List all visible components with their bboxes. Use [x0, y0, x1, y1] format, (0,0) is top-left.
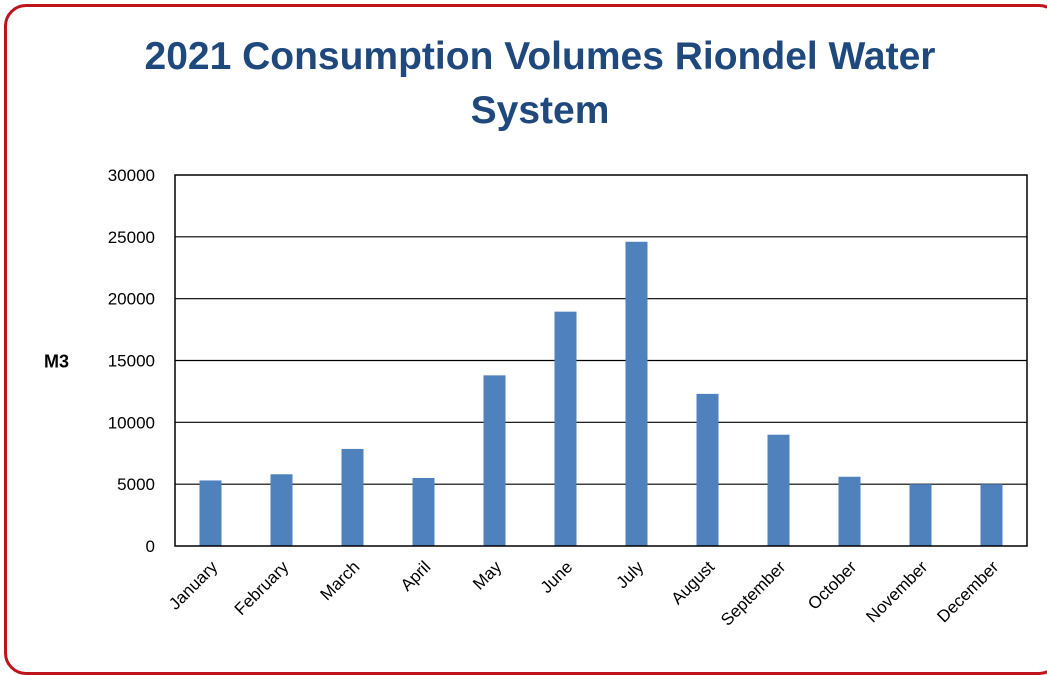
bar-april: [412, 477, 435, 546]
x-tick-label: September: [717, 557, 789, 629]
bar-may: [483, 375, 506, 546]
bar-july: [625, 241, 648, 546]
y-tick-labels: 0 5000 10000 15000 20000 25000 30000: [108, 166, 155, 556]
x-tick-label: May: [469, 557, 505, 593]
y-tick-label: 30000: [108, 166, 155, 185]
x-tick-label: December: [933, 557, 1002, 626]
x-tick-label: July: [613, 557, 648, 592]
y-tick-label: 25000: [108, 228, 155, 247]
x-tick-label: October: [804, 557, 860, 613]
y-axis-label: M3: [44, 352, 69, 372]
bar-september: [767, 434, 790, 546]
x-tick-label: January: [165, 557, 222, 614]
y-tick-label: 20000: [108, 290, 155, 309]
x-tick-label: March: [316, 557, 363, 604]
bar-january: [199, 480, 222, 546]
bar-november: [909, 484, 932, 546]
y-tick-label: 0: [146, 537, 155, 556]
plot-area-border: [174, 174, 1028, 547]
bars: [199, 241, 1003, 546]
y-tick-label: 5000: [117, 475, 155, 494]
x-tick-label: April: [397, 557, 434, 594]
x-tick-label: June: [537, 557, 577, 597]
bar-december: [980, 484, 1003, 546]
x-tick-label: August: [667, 557, 718, 608]
chart-frame: [4, 4, 1047, 675]
bar-february: [270, 474, 293, 546]
bar-october: [838, 476, 861, 546]
bar-june: [554, 311, 577, 546]
gridlines: [175, 236, 1027, 485]
bar-march: [341, 448, 364, 546]
y-tick-label: 15000: [108, 352, 155, 371]
chart-title: 2021 Consumption Volumes Riondel Water S…: [144, 35, 936, 132]
x-tick-label: November: [862, 557, 931, 626]
x-tick-label: February: [231, 557, 293, 619]
x-tick-labels: January February March April May June July Augu…: [165, 557, 1002, 630]
bar-august: [696, 393, 719, 546]
y-tick-label: 10000: [108, 413, 155, 432]
